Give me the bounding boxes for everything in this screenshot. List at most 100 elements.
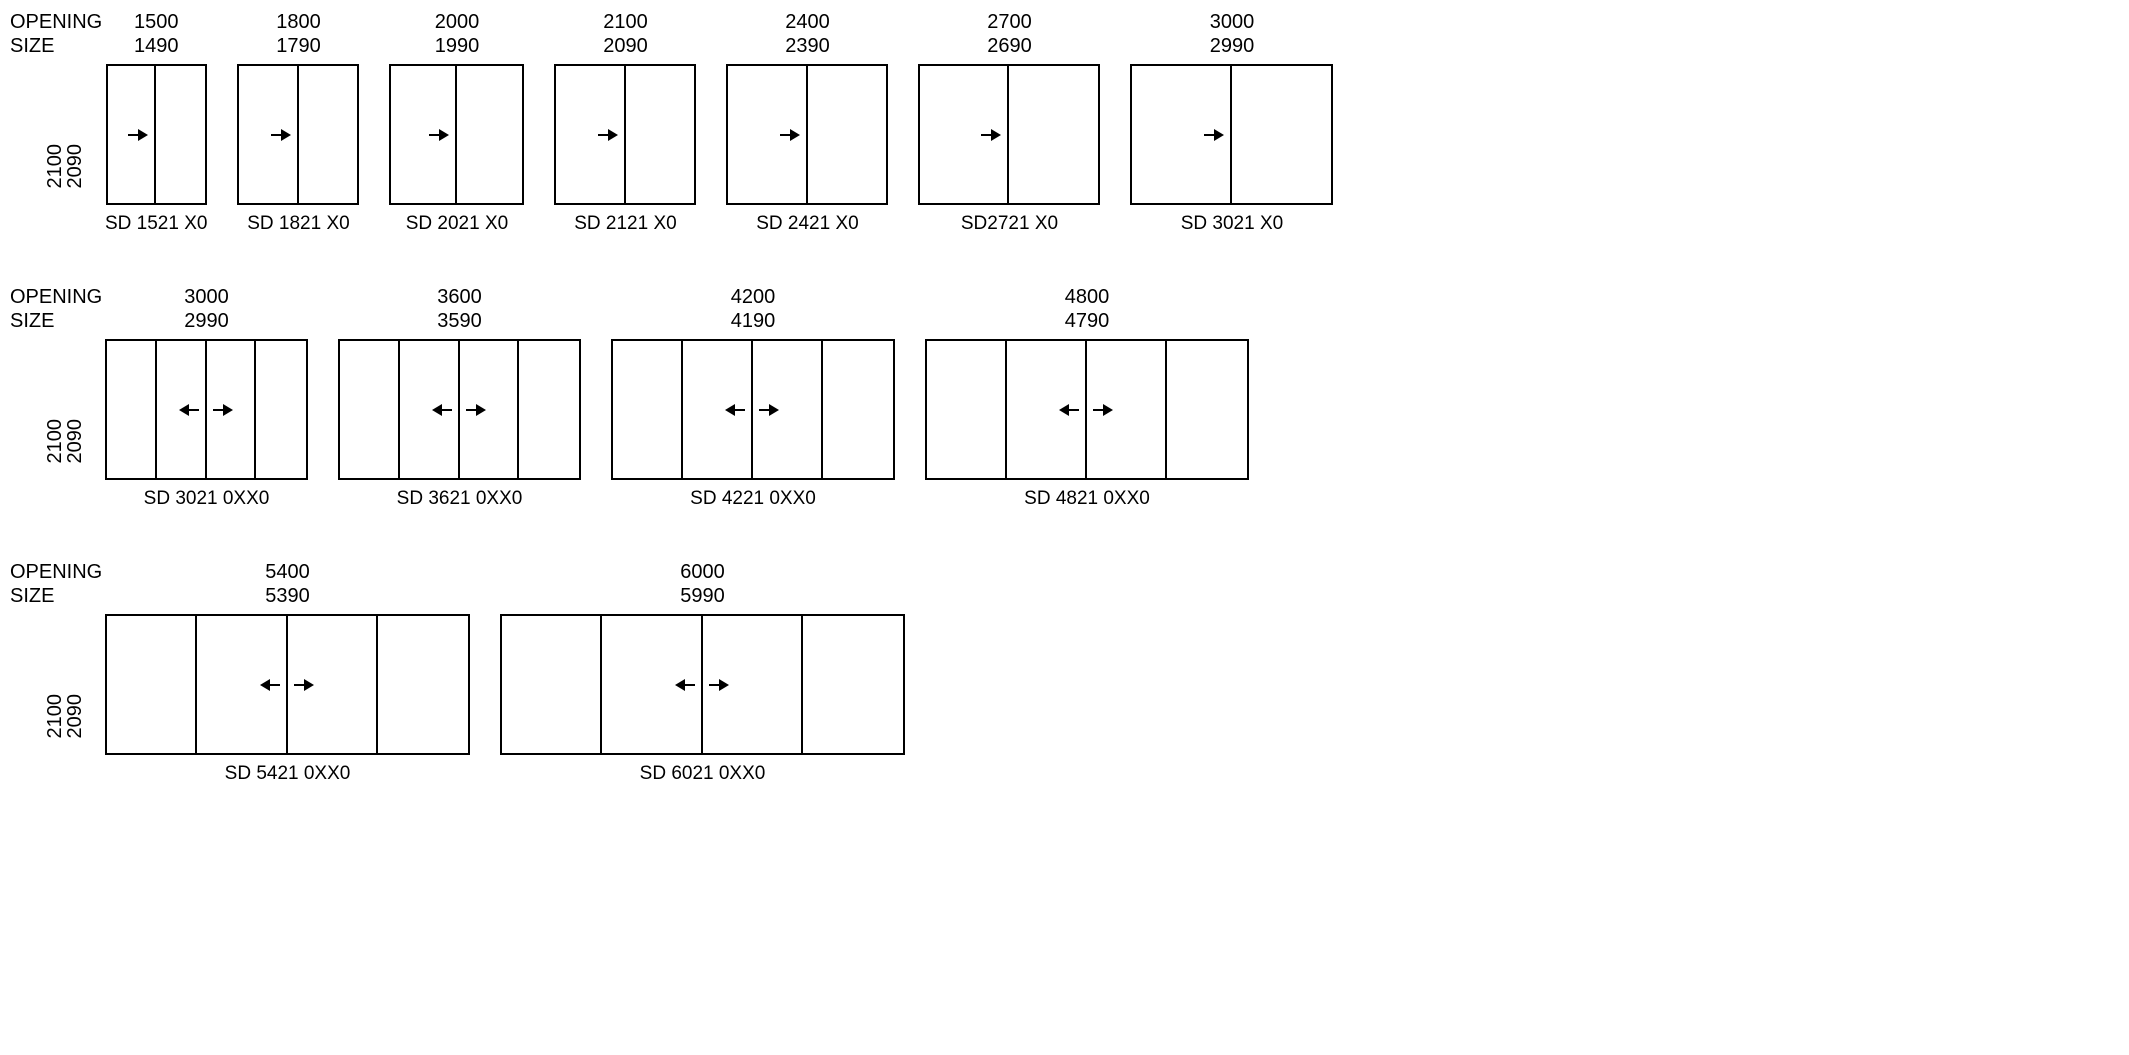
door-opening-size: 1800 1790 <box>276 10 321 58</box>
door-panel <box>728 66 807 203</box>
chart-row: OPENINGSIZE 2100 2090 3000 2990 SD 3021 0XX… <box>10 285 2119 510</box>
doors-container: 1500 1490 SD 1521 X0 1800 1790 SD 1821 X0 20… <box>10 10 2119 235</box>
door-panel <box>1167 341 1247 478</box>
door-product-code: SD 1821 X0 <box>247 213 349 235</box>
door-unit: 1800 1790 SD 1821 X0 <box>237 10 359 235</box>
door-panel <box>556 66 625 203</box>
door-opening-size: 4800 4790 <box>1065 285 1110 333</box>
door-opening-size: 2100 2090 <box>603 10 648 58</box>
door-product-code: SD 2121 X0 <box>574 213 676 235</box>
height-label: 2100 2090 <box>45 694 85 739</box>
door-unit: 3000 2990 SD 3021 0XX0 <box>105 285 308 510</box>
arrow-right-icon <box>598 129 618 141</box>
door-product-code: SD 1521 X0 <box>105 213 207 235</box>
door-opening-size: 1500 1490 <box>134 10 179 58</box>
row-header-line1: OPENING <box>10 285 102 309</box>
door-size-chart: OPENINGSIZE2100 20901500 1490SD 1521 X01… <box>10 10 2119 785</box>
door-product-code: SD 3021 X0 <box>1181 213 1283 235</box>
door-unit: 5400 5390 SD 5421 0XX0 <box>105 560 470 785</box>
door-panel <box>1087 341 1167 478</box>
door-panel <box>156 66 204 203</box>
arrow-left-icon <box>1059 404 1079 416</box>
door-product-code: SD 2421 X0 <box>756 213 858 235</box>
door-frame <box>726 64 888 205</box>
row-header-line2: SIZE <box>10 34 102 58</box>
arrow-right-icon <box>429 129 449 141</box>
door-unit: 4800 4790 SD 4821 0XX0 <box>925 285 1249 510</box>
arrow-left-icon <box>260 679 280 691</box>
door-panel <box>207 341 257 478</box>
arrow-right-icon <box>271 129 291 141</box>
door-frame <box>389 64 524 205</box>
door-panel <box>1009 66 1098 203</box>
door-opening-size: 2700 2690 <box>987 10 1032 58</box>
door-panel <box>683 341 753 478</box>
row-header-line2: SIZE <box>10 309 102 333</box>
door-product-code: SD 4821 0XX0 <box>1024 488 1150 510</box>
door-opening-size: 5400 5390 <box>265 560 310 608</box>
height-label: 2100 2090 <box>45 419 85 464</box>
row-header: OPENINGSIZE <box>10 285 102 333</box>
door-unit: 6000 5990 SD 6021 0XX0 <box>500 560 905 785</box>
door-panel <box>107 341 157 478</box>
door-panel <box>519 341 579 478</box>
door-frame <box>105 339 308 480</box>
door-unit: 2400 2390 SD 2421 X0 <box>726 10 888 235</box>
door-panel <box>107 616 197 753</box>
door-frame <box>611 339 895 480</box>
door-frame <box>554 64 696 205</box>
door-panel <box>502 616 602 753</box>
door-panel <box>157 341 207 478</box>
door-unit: 2100 2090 SD 2121 X0 <box>554 10 696 235</box>
door-panel <box>803 616 903 753</box>
door-unit: 3600 3590 SD 3621 0XX0 <box>338 285 581 510</box>
door-panel <box>299 66 358 203</box>
door-unit: 1500 1490 SD 1521 X0 <box>105 10 207 235</box>
arrow-right-icon <box>759 404 779 416</box>
arrow-right-icon <box>466 404 486 416</box>
door-opening-size: 3600 3590 <box>437 285 482 333</box>
door-panel <box>391 66 457 203</box>
door-panel <box>703 616 803 753</box>
door-opening-size: 3000 2990 <box>1210 10 1255 58</box>
door-panel <box>340 341 400 478</box>
door-product-code: SD 3021 0XX0 <box>144 488 270 510</box>
door-frame <box>237 64 359 205</box>
arrow-right-icon <box>709 679 729 691</box>
arrow-right-icon <box>213 404 233 416</box>
door-unit: 2000 1990SD 2021 X0 <box>389 10 524 235</box>
door-panel <box>256 341 306 478</box>
door-product-code: SD 5421 0XX0 <box>225 763 351 785</box>
door-panel <box>197 616 287 753</box>
door-opening-size: 6000 5990 <box>680 560 725 608</box>
row-header-line2: SIZE <box>10 584 102 608</box>
door-panel <box>460 341 520 478</box>
door-frame <box>1130 64 1333 205</box>
doors-container: 3000 2990 SD 3021 0XX0 3600 3590 SD 3621 0X… <box>10 285 2119 510</box>
door-opening-size: 3000 2990 <box>184 285 229 333</box>
row-header: OPENINGSIZE <box>10 10 102 58</box>
door-panel <box>1132 66 1232 203</box>
door-frame <box>925 339 1249 480</box>
arrow-left-icon <box>675 679 695 691</box>
door-unit: 2700 2690 SD2721 X0 <box>918 10 1100 235</box>
arrow-right-icon <box>1204 129 1224 141</box>
door-frame <box>918 64 1100 205</box>
door-product-code: SD 6021 0XX0 <box>640 763 766 785</box>
door-panel <box>920 66 1009 203</box>
door-product-code: SD 3621 0XX0 <box>397 488 523 510</box>
door-panel <box>288 616 378 753</box>
door-opening-size: 4200 4190 <box>731 285 776 333</box>
door-frame <box>105 614 470 755</box>
door-panel <box>927 341 1007 478</box>
arrow-left-icon <box>179 404 199 416</box>
door-unit: 4200 4190SD 4221 0XX0 <box>611 285 895 510</box>
door-panel <box>613 341 683 478</box>
door-opening-size: 2400 2390 <box>785 10 830 58</box>
door-panel <box>808 66 887 203</box>
doors-container: 5400 5390 SD 5421 0XX0 6000 5990 SD 6021 0X… <box>10 560 2119 785</box>
door-product-code: SD2721 X0 <box>961 213 1058 235</box>
door-panel <box>108 66 157 203</box>
door-panel <box>753 341 823 478</box>
arrow-left-icon <box>432 404 452 416</box>
